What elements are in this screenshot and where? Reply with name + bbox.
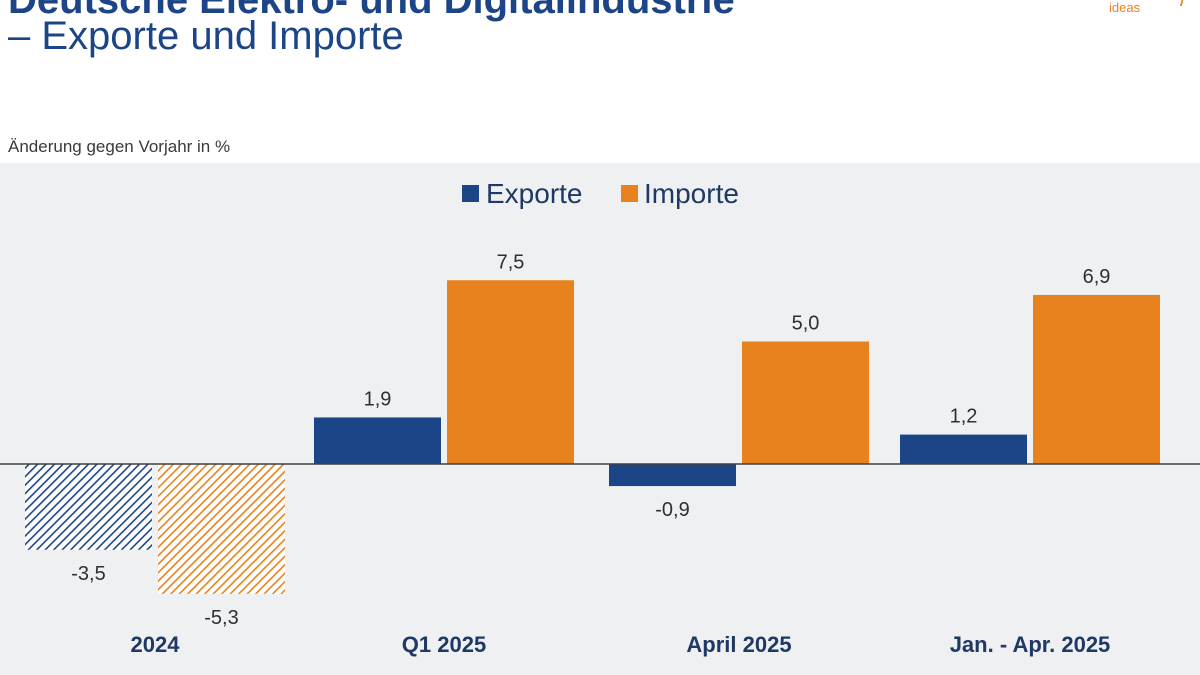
legend-swatch-exporte — [462, 185, 479, 202]
category-label-0: 2024 — [131, 632, 181, 657]
bar-importe-2 — [742, 341, 869, 464]
y-axis-label: Änderung gegen Vorjahr in % — [8, 137, 231, 156]
page-title-line-2: – Exporte und Importe — [8, 14, 404, 58]
logo-mark-icon: / — [1180, 0, 1186, 12]
data-label-exporte-0: -3,5 — [71, 563, 105, 585]
data-label-importe-1: 7,5 — [497, 251, 525, 273]
bar-importe-3 — [1033, 294, 1160, 464]
bar-importe-0 — [158, 464, 285, 594]
bar-exporte-2 — [609, 464, 736, 487]
bar-importe-1 — [447, 280, 574, 464]
category-label-1: Q1 2025 — [402, 632, 486, 657]
bar-exporte-0 — [25, 464, 152, 550]
data-label-exporte-3: 1,2 — [950, 406, 978, 428]
data-label-exporte-1: 1,9 — [364, 388, 392, 410]
legend-swatch-importe — [621, 185, 638, 202]
data-label-importe-2: 5,0 — [792, 313, 820, 335]
category-label-3: Jan. - Apr. 2025 — [950, 632, 1111, 657]
category-label-2: April 2025 — [686, 632, 791, 657]
page-title-line-1: Deutsche Elektro- und Digitalindustrie — [8, 0, 735, 22]
data-label-importe-3: 6,9 — [1083, 266, 1111, 288]
data-label-exporte-2: -0,9 — [655, 499, 689, 521]
bar-exporte-1 — [314, 417, 441, 464]
bar-exporte-3 — [900, 434, 1027, 464]
logo-text: ideas — [1109, 0, 1141, 15]
legend-label-importe: Importe — [644, 178, 739, 209]
legend-label-exporte: Exporte — [486, 178, 583, 209]
data-label-importe-0: -5,3 — [204, 607, 238, 629]
plot-background — [0, 163, 1200, 675]
